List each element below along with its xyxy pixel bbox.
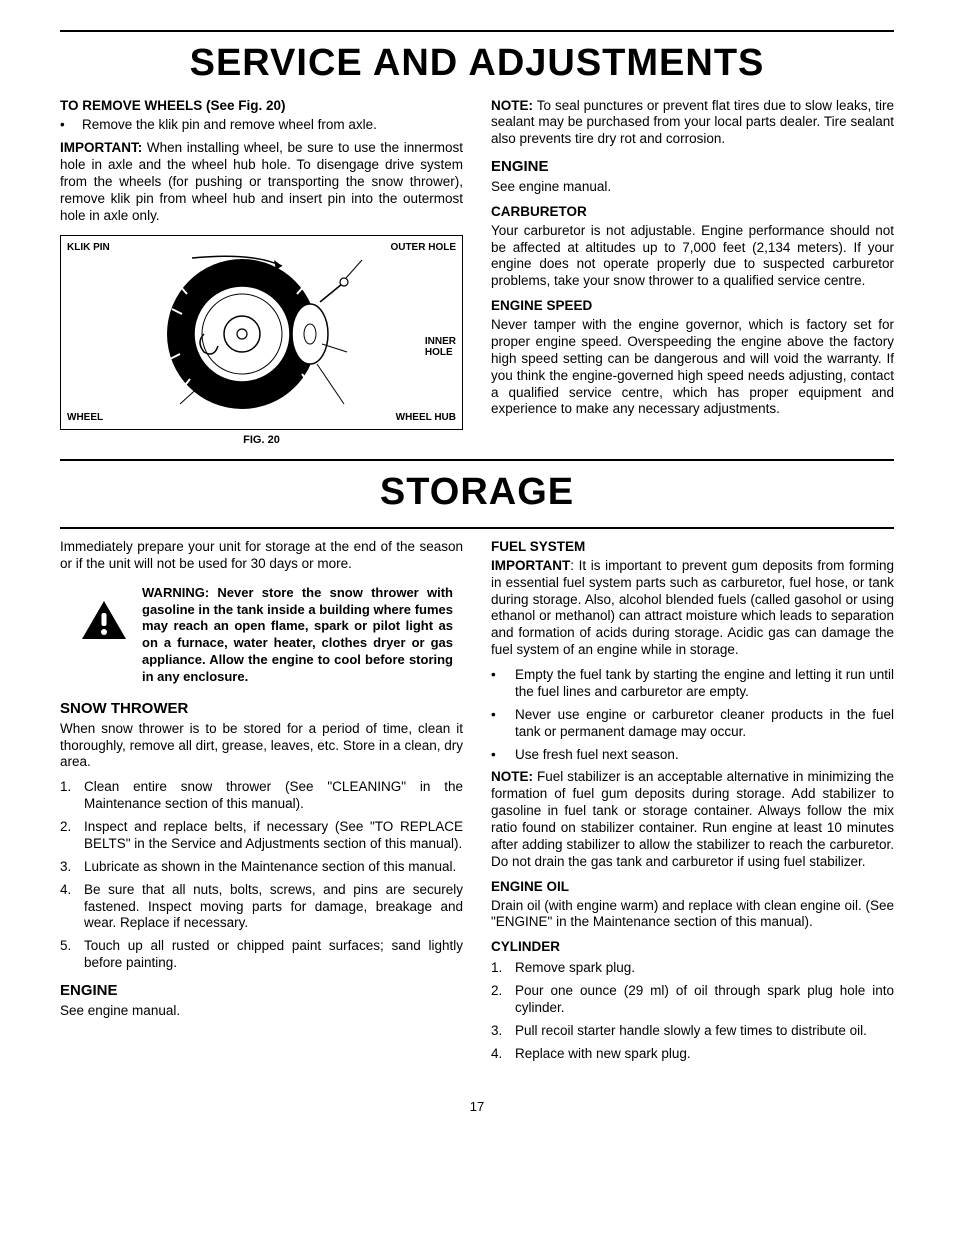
wheel-diagram <box>132 244 392 419</box>
engine-text: See engine manual. <box>491 179 894 196</box>
engine-heading: ENGINE <box>491 158 894 177</box>
list-item: •Use fresh fuel next season. <box>491 747 894 764</box>
fig-label-klik-pin: KLIK PIN <box>67 242 110 253</box>
important-label-2: IMPORTANT <box>491 558 570 573</box>
remove-wheels-heading: TO REMOVE WHEELS (See Fig. 20) <box>60 98 463 115</box>
list-item: 2.Pour one ounce (29 ml) of oil through … <box>491 983 894 1017</box>
section2-left-col: Immediately prepare your unit for storag… <box>60 539 463 1069</box>
step-text: Pour one ounce (29 ml) of oil through sp… <box>515 983 894 1017</box>
bullet-dot: • <box>60 117 82 134</box>
engine-heading-2: ENGINE <box>60 982 463 1001</box>
step-text: Be sure that all nuts, bolts, screws, an… <box>84 882 463 933</box>
list-item: 1.Remove spark plug. <box>491 960 894 977</box>
storage-intro: Immediately prepare your unit for storag… <box>60 539 463 573</box>
fig-label-outer-hole: OUTER HOLE <box>390 242 456 253</box>
top-rule <box>60 30 894 32</box>
step-text: Touch up all rusted or chipped paint sur… <box>84 938 463 972</box>
engine-speed-text: Never tamper with the engine governor, w… <box>491 317 894 418</box>
section1-right-col: NOTE: To seal punctures or prevent flat … <box>491 98 894 448</box>
list-item: 2.Inspect and replace belts, if necessar… <box>60 819 463 853</box>
note-label-2: NOTE: <box>491 769 533 784</box>
snow-thrower-intro: When snow thrower is to be stored for a … <box>60 721 463 772</box>
step-text: Pull recoil starter handle slowly a few … <box>515 1023 894 1040</box>
fuel-system-heading: FUEL SYSTEM <box>491 539 894 556</box>
section2-columns: Immediately prepare your unit for storag… <box>60 539 894 1069</box>
section1-title: SERVICE AND ADJUSTMENTS <box>60 40 894 88</box>
bullet-text: Remove the klik pin and remove wheel fro… <box>82 117 463 134</box>
list-item: 4.Replace with new spark plug. <box>491 1046 894 1063</box>
carburetor-heading: CARBURETOR <box>491 204 894 221</box>
step-text: Inspect and replace belts, if necessary … <box>84 819 463 853</box>
section1-columns: TO REMOVE WHEELS (See Fig. 20) • Remove … <box>60 98 894 448</box>
fig-label-wheel: WHEEL <box>67 412 103 423</box>
important-paragraph: IMPORTANT: When installing wheel, be sur… <box>60 140 463 224</box>
engine-speed-heading: ENGINE SPEED <box>491 298 894 315</box>
engine-oil-heading: ENGINE OIL <box>491 879 894 896</box>
figure-20-box: KLIK PIN OUTER HOLE INNER HOLE WHEEL WHE… <box>60 235 463 430</box>
engine-oil-text: Drain oil (with engine warm) and replace… <box>491 898 894 932</box>
carburetor-text: Your carburetor is not adjustable. Engin… <box>491 223 894 291</box>
engine-text-2: See engine manual. <box>60 1003 463 1020</box>
fuel-system-important: IMPORTANT: It is important to prevent gu… <box>491 558 894 659</box>
mid-rule-2 <box>60 527 894 529</box>
step-text: Replace with new spark plug. <box>515 1046 894 1063</box>
step-text: Lubricate as shown in the Maintenance se… <box>84 859 463 876</box>
bullet-text: Use fresh fuel next season. <box>515 747 894 764</box>
note-label: NOTE: <box>491 98 533 113</box>
step-text: Clean entire snow thrower (See "CLEANING… <box>84 779 463 813</box>
figure-20-caption: FIG. 20 <box>60 434 463 448</box>
fuel-note: NOTE: Fuel stabilizer is an acceptable a… <box>491 769 894 870</box>
cylinder-steps: 1.Remove spark plug. 2.Pour one ounce (2… <box>491 960 894 1062</box>
list-item: 4.Be sure that all nuts, bolts, screws, … <box>60 882 463 933</box>
fig-label-wheel-hub: WHEEL HUB <box>396 412 456 423</box>
list-item: 1.Clean entire snow thrower (See "CLEANI… <box>60 779 463 813</box>
section2-right-col: FUEL SYSTEM IMPORTANT: It is important t… <box>491 539 894 1069</box>
fig-label-inner-hole: INNER HOLE <box>425 336 456 358</box>
section2-title: STORAGE <box>60 469 894 517</box>
list-item: •Empty the fuel tank by starting the eng… <box>491 667 894 701</box>
list-item: 3.Pull recoil starter handle slowly a fe… <box>491 1023 894 1040</box>
warning-icon <box>80 599 128 641</box>
note-text: To seal punctures or prevent flat tires … <box>491 98 894 147</box>
bullet-text: Never use engine or carburetor cleaner p… <box>515 707 894 741</box>
warning-text: WARNING: Never store the snow thrower wi… <box>142 585 463 686</box>
snow-thrower-heading: SNOW THROWER <box>60 700 463 719</box>
important-label: IMPORTANT: <box>60 140 142 155</box>
mid-rule <box>60 459 894 461</box>
bullet-text: Empty the fuel tank by starting the engi… <box>515 667 894 701</box>
list-item: •Never use engine or carburetor cleaner … <box>491 707 894 741</box>
page-number: 17 <box>60 1099 894 1115</box>
fuel-system-bullets: •Empty the fuel tank by starting the eng… <box>491 667 894 763</box>
tire-note: NOTE: To seal punctures or prevent flat … <box>491 98 894 149</box>
remove-wheels-bullet: • Remove the klik pin and remove wheel f… <box>60 117 463 134</box>
list-item: 3.Lubricate as shown in the Maintenance … <box>60 859 463 876</box>
section1-left-col: TO REMOVE WHEELS (See Fig. 20) • Remove … <box>60 98 463 448</box>
warning-block: WARNING: Never store the snow thrower wi… <box>80 585 463 686</box>
snow-thrower-steps: 1.Clean entire snow thrower (See "CLEANI… <box>60 779 463 972</box>
list-item: 5.Touch up all rusted or chipped paint s… <box>60 938 463 972</box>
cylinder-heading: CYLINDER <box>491 939 894 956</box>
note-text-2: Fuel stabilizer is an acceptable alterna… <box>491 769 894 868</box>
step-text: Remove spark plug. <box>515 960 894 977</box>
